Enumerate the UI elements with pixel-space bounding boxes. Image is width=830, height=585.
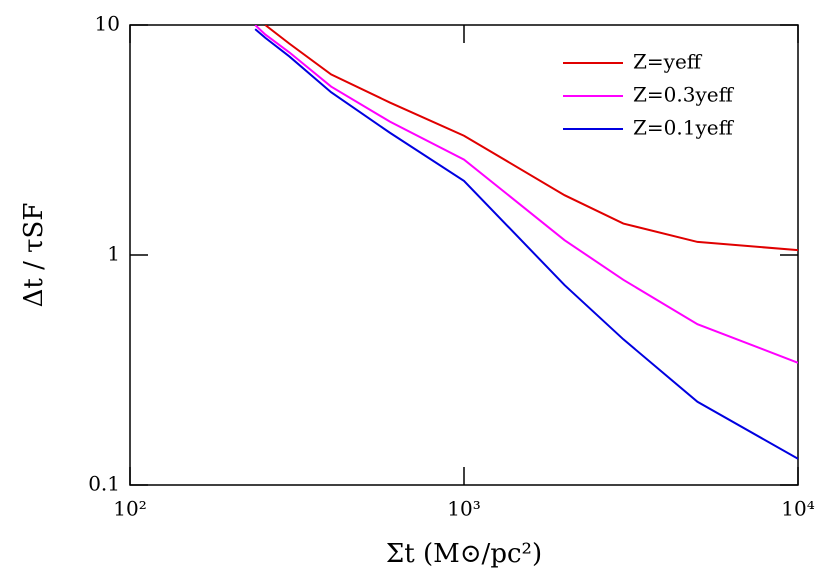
x-axis-label: Σt (M⊙/pc²) (386, 539, 542, 569)
x-tick-label: 10² (113, 497, 146, 521)
x-tick-label: 10⁴ (781, 497, 814, 521)
legend-label: Z=0.3yeff (633, 83, 735, 107)
series-line (254, 28, 798, 460)
y-tick-label: 0.1 (88, 472, 120, 496)
series-line (264, 25, 798, 252)
series-line (254, 25, 798, 364)
legend-label: Z=yeff (633, 50, 703, 74)
y-tick-label: 1 (107, 242, 120, 266)
legend-label: Z=0.1yeff (633, 116, 735, 140)
x-tick-label: 10³ (447, 497, 480, 521)
y-tick-label: 10 (95, 12, 120, 36)
y-axis-label: Δt / τSF (19, 203, 49, 308)
